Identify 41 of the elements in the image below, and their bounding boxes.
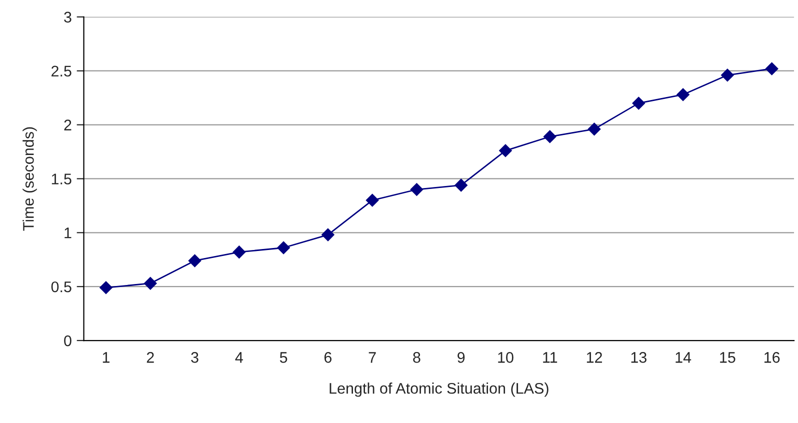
x-tick-label: 7 bbox=[368, 352, 376, 363]
y-tick-label: 0.5 bbox=[51, 281, 72, 292]
x-axis-title: Length of Atomic Situation (LAS) bbox=[330, 382, 548, 397]
point bbox=[543, 130, 556, 144]
x-tick-label: 2 bbox=[146, 352, 154, 363]
y-tick-label: 2 bbox=[64, 120, 72, 130]
x-tick-label: 11 bbox=[543, 352, 558, 363]
point bbox=[632, 96, 646, 110]
point bbox=[322, 228, 334, 242]
x-tick-label: 15 bbox=[720, 352, 736, 363]
x-tick-label: 10 bbox=[498, 352, 514, 363]
point bbox=[144, 276, 157, 290]
point bbox=[277, 241, 290, 254]
x-tick-label: 8 bbox=[413, 352, 420, 363]
x-tick-label: 9 bbox=[458, 352, 465, 363]
point bbox=[188, 254, 202, 268]
point bbox=[454, 178, 468, 192]
x-tick-label: 14 bbox=[676, 352, 692, 363]
x-tick-label: 13 bbox=[631, 352, 646, 363]
point bbox=[232, 246, 246, 258]
y-axis-title: Time (seconds) bbox=[22, 127, 37, 231]
x-tick-label: 12 bbox=[586, 352, 602, 363]
point bbox=[721, 68, 734, 82]
x-tick-label: 6 bbox=[324, 352, 332, 363]
y-tick-label: 3 bbox=[64, 12, 72, 23]
y-tick-label: 1.5 bbox=[52, 174, 72, 184]
y-tick-label: 1 bbox=[64, 228, 72, 238]
x-tick-label: 16 bbox=[764, 352, 780, 363]
point bbox=[499, 144, 512, 158]
point bbox=[410, 183, 424, 196]
y-tick-label: 0 bbox=[64, 335, 72, 346]
y-tick-label: 2.5 bbox=[52, 66, 72, 77]
x-tick-label: 1 bbox=[102, 352, 110, 363]
point bbox=[676, 88, 690, 101]
x-tick-label: 4 bbox=[235, 352, 243, 363]
point bbox=[100, 281, 112, 294]
point bbox=[588, 122, 601, 136]
point bbox=[366, 194, 379, 207]
point bbox=[765, 62, 778, 76]
x-tick-label: 3 bbox=[191, 352, 198, 363]
x-tick-label: 5 bbox=[280, 352, 288, 363]
